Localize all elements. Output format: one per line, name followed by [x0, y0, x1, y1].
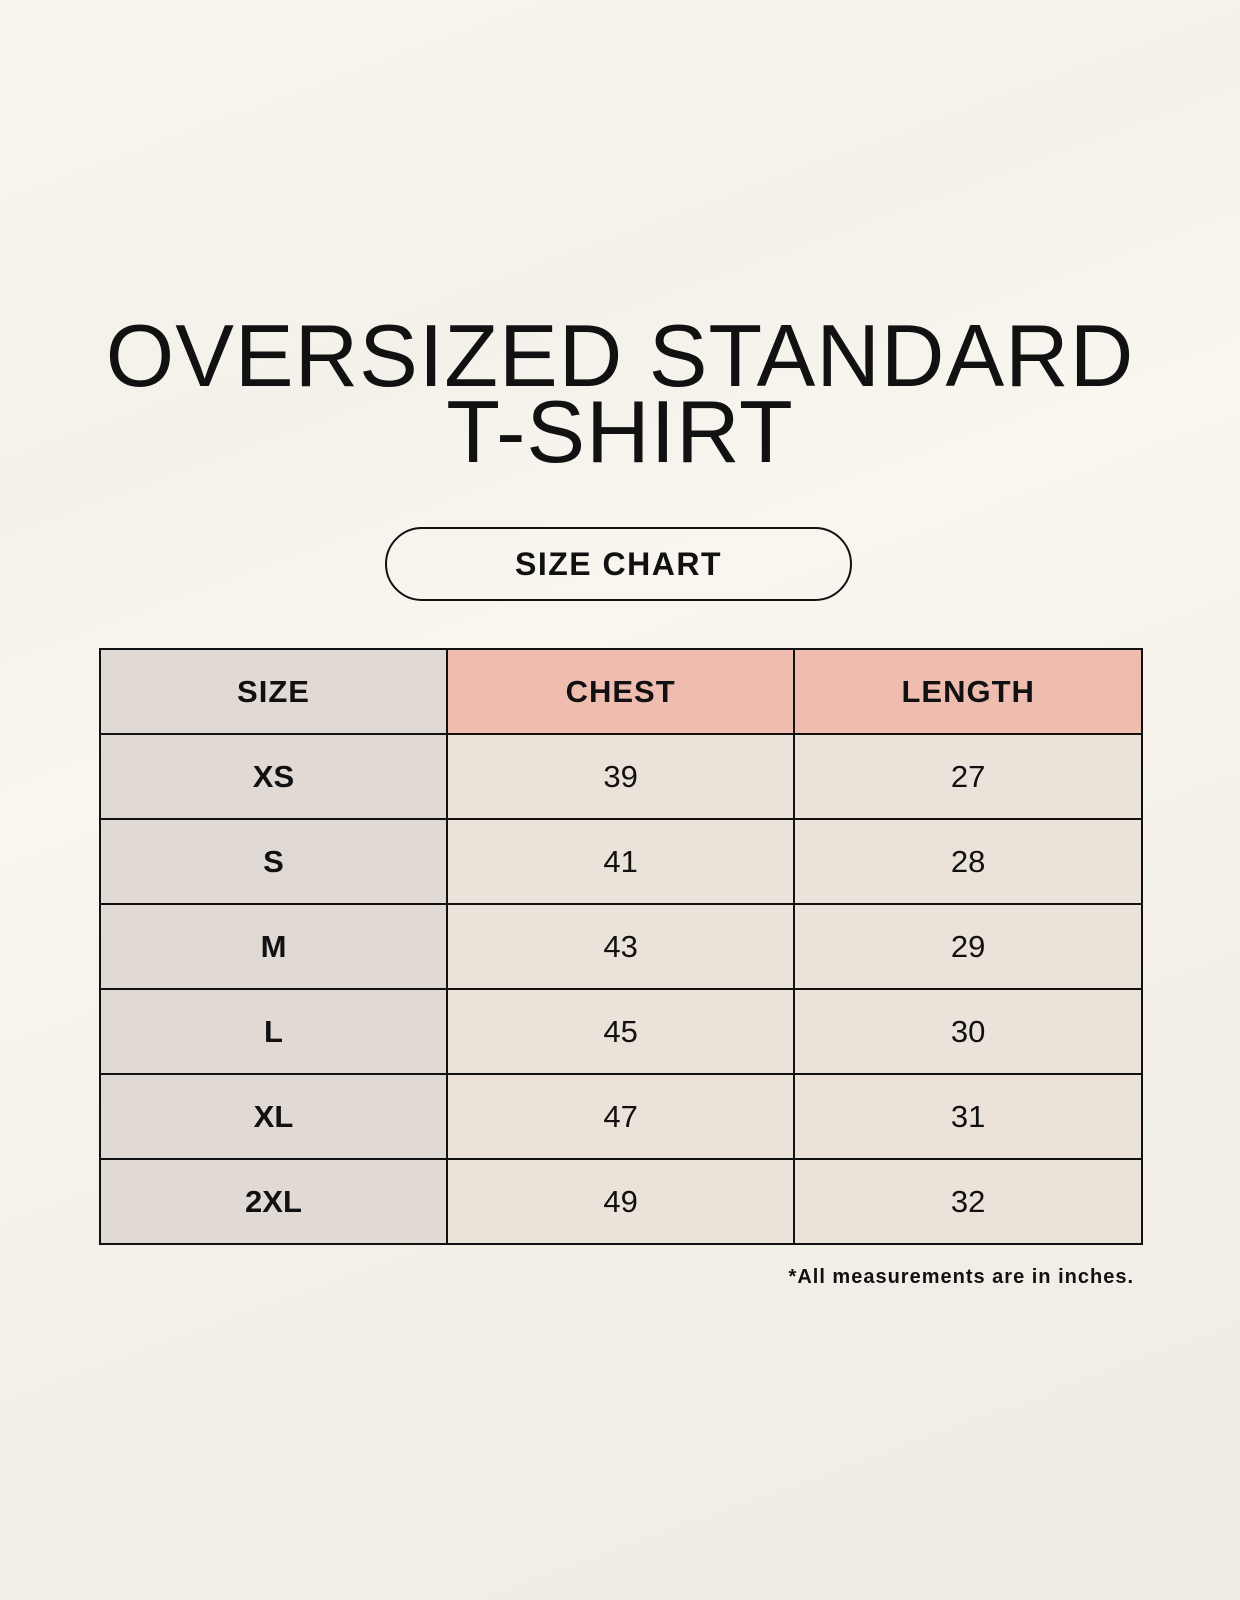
cell-size: M	[99, 903, 448, 990]
cell-length: 28	[793, 818, 1143, 905]
cell-length: 27	[793, 733, 1143, 820]
size-table: SIZE CHEST LENGTH XS 39 27 S 41 28 M 43 29 L 45 30 X…	[99, 648, 1143, 1245]
cell-chest: 43	[445, 903, 796, 990]
header-length: LENGTH	[793, 648, 1143, 735]
cell-size: L	[99, 988, 448, 1075]
table-row: M 43 29	[99, 903, 1143, 990]
cell-size: 2XL	[99, 1158, 448, 1245]
table-row: 2XL 49 32	[99, 1158, 1143, 1245]
table-row: XS 39 27	[99, 733, 1143, 820]
cell-chest: 49	[445, 1158, 796, 1245]
table-row: L 45 30	[99, 988, 1143, 1075]
cell-size: XL	[99, 1073, 448, 1160]
cell-size: XS	[99, 733, 448, 820]
footnote: *All measurements are in inches.	[788, 1266, 1134, 1288]
cell-size: S	[99, 818, 448, 905]
cell-chest: 39	[445, 733, 796, 820]
cell-length: 29	[793, 903, 1143, 990]
cell-length: 32	[793, 1158, 1143, 1245]
cell-length: 31	[793, 1073, 1143, 1160]
size-chart-badge: SIZE CHART	[385, 527, 852, 601]
table-row: XL 47 31	[99, 1073, 1143, 1160]
cell-length: 30	[793, 988, 1143, 1075]
title-line-2: T-SHIRT	[446, 382, 794, 481]
header-size: SIZE	[99, 648, 448, 735]
page-title: OVERSIZED STANDARD T-SHIRT	[0, 306, 1240, 481]
table-header-row: SIZE CHEST LENGTH	[99, 648, 1143, 735]
cell-chest: 41	[445, 818, 796, 905]
cell-chest: 45	[445, 988, 796, 1075]
table-row: S 41 28	[99, 818, 1143, 905]
title-line-1: OVERSIZED STANDARD	[105, 306, 1135, 405]
cell-chest: 47	[445, 1073, 796, 1160]
header-chest: CHEST	[445, 648, 796, 735]
